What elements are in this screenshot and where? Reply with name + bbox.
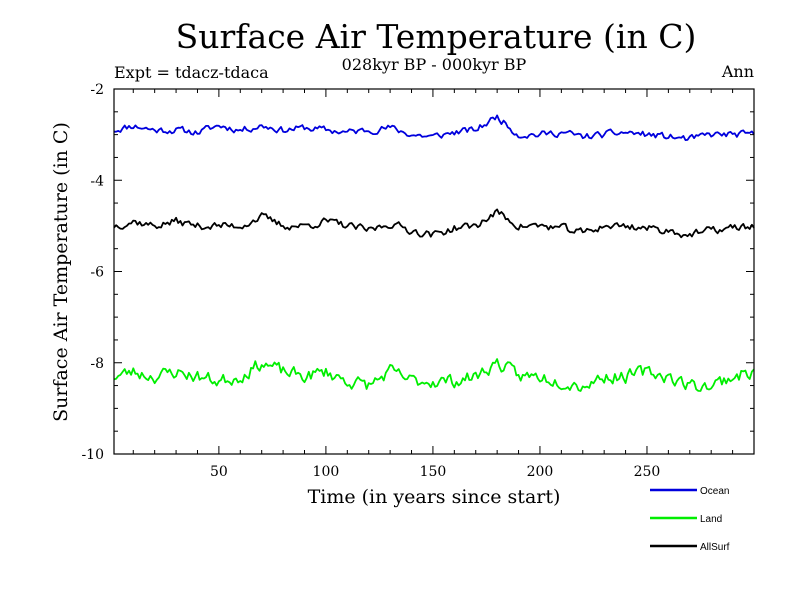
x-tick-label: 150: [420, 464, 447, 480]
legend-label-allsurf: AllSurf: [700, 542, 730, 553]
season-label: Ann: [721, 62, 754, 81]
x-tick-label: 250: [634, 464, 661, 480]
legend-label-land: Land: [700, 514, 722, 525]
legend-label-ocean: Ocean: [700, 486, 729, 497]
x-axis-label: Time (in years since start): [308, 486, 561, 508]
chart-title: Surface Air Temperature (in C): [176, 17, 697, 56]
legend: Ocean Land AllSurf: [650, 486, 730, 553]
chart-subtitle: 028kyr BP - 000kyr BP: [342, 55, 527, 74]
y-tick-label: -10: [81, 447, 104, 463]
series-line-ocean: [114, 114, 755, 141]
y-tick-label: -6: [90, 265, 104, 281]
y-tick-label: -2: [90, 82, 104, 98]
series-line-land: [113, 358, 755, 392]
experiment-label: Expt = tdacz-tdaca: [114, 63, 269, 82]
x-tick-label: 100: [313, 464, 340, 480]
y-axis-label: Surface Air Temperature (in C): [50, 122, 72, 422]
y-tick-label: -4: [90, 173, 104, 189]
series-layer: [113, 114, 755, 392]
x-tick-label: 200: [527, 464, 554, 480]
plot-frame: [113, 88, 755, 455]
y-tick-label: -8: [90, 356, 104, 372]
x-tick-label: 50: [210, 464, 228, 480]
axes-layer: 50 100 150 200 250 -10 -8 -6 -4 -2: [81, 82, 755, 480]
series-line-allsurf: [113, 208, 755, 239]
